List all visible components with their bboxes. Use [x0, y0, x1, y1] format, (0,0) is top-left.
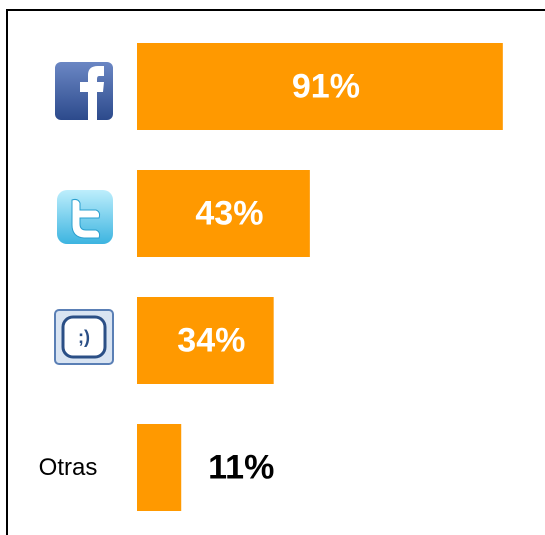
value-label: 11% [208, 449, 274, 487]
category-label: Otras [39, 454, 98, 481]
frame [6, 9, 545, 535]
value-label: 43% [195, 195, 263, 233]
bar [137, 170, 310, 257]
bar [137, 297, 274, 384]
twitter-icon [57, 190, 113, 244]
svg-text:;): ;) [78, 327, 90, 347]
value-label: 91% [292, 68, 360, 106]
bar [137, 43, 503, 130]
bar [137, 424, 182, 511]
tuenti-icon: ;) [54, 309, 114, 365]
value-label: 34% [177, 322, 245, 360]
facebook-icon [55, 62, 113, 120]
